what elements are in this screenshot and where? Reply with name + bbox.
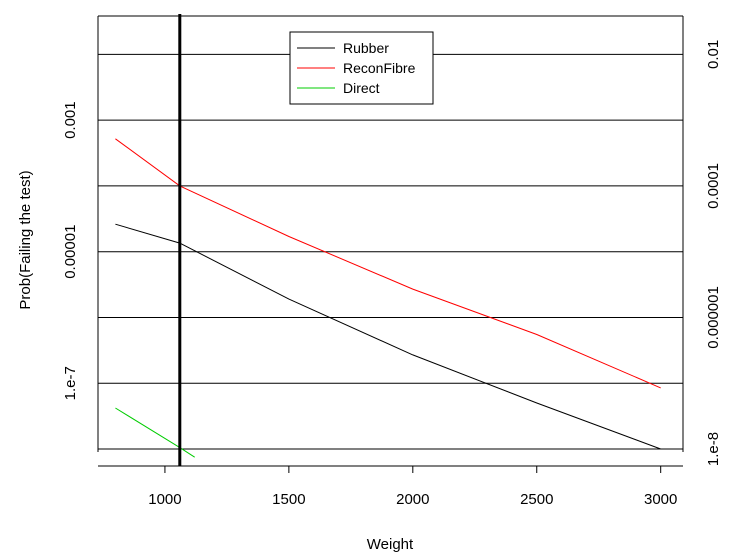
plot-frame bbox=[97, 15, 684, 467]
y-tick-label-left: 0.001 bbox=[62, 101, 79, 139]
x-axis-label: Weight bbox=[367, 536, 414, 553]
y-tick-label-left: 0.00001 bbox=[62, 225, 79, 279]
series-line-reconfibre bbox=[115, 138, 661, 389]
x-tick-label: 3000 bbox=[644, 491, 677, 508]
y-tick-label-right: 0.0001 bbox=[705, 163, 722, 209]
series-group bbox=[115, 138, 661, 458]
tick-labels: 1000 1500 2000 2500 3000 0.001 0.00001 1.e-7 0.0… bbox=[62, 40, 722, 508]
x-tick-label: 2000 bbox=[396, 491, 429, 508]
legend-label: Rubber bbox=[343, 40, 389, 56]
x-tick-label: 1000 bbox=[148, 491, 181, 508]
x-tick-label: 2500 bbox=[520, 491, 553, 508]
gridlines bbox=[98, 53, 683, 450]
legend-label: Direct bbox=[343, 80, 380, 96]
x-tick-label: 1500 bbox=[272, 491, 305, 508]
y-tick-label-left: 1.e-7 bbox=[62, 366, 79, 400]
series-line-direct bbox=[115, 407, 195, 458]
y-tick-label-right: 0.000001 bbox=[705, 286, 722, 349]
y-tick-label-right: 0.01 bbox=[705, 40, 722, 69]
legend-label: ReconFibre bbox=[343, 60, 416, 76]
series-line-rubber bbox=[115, 223, 661, 450]
legend: Rubber ReconFibre Direct bbox=[289, 31, 434, 105]
y-axis-label: Prob(Failing the test) bbox=[17, 170, 34, 309]
y-tick-label-right: 1.e-8 bbox=[705, 432, 722, 466]
